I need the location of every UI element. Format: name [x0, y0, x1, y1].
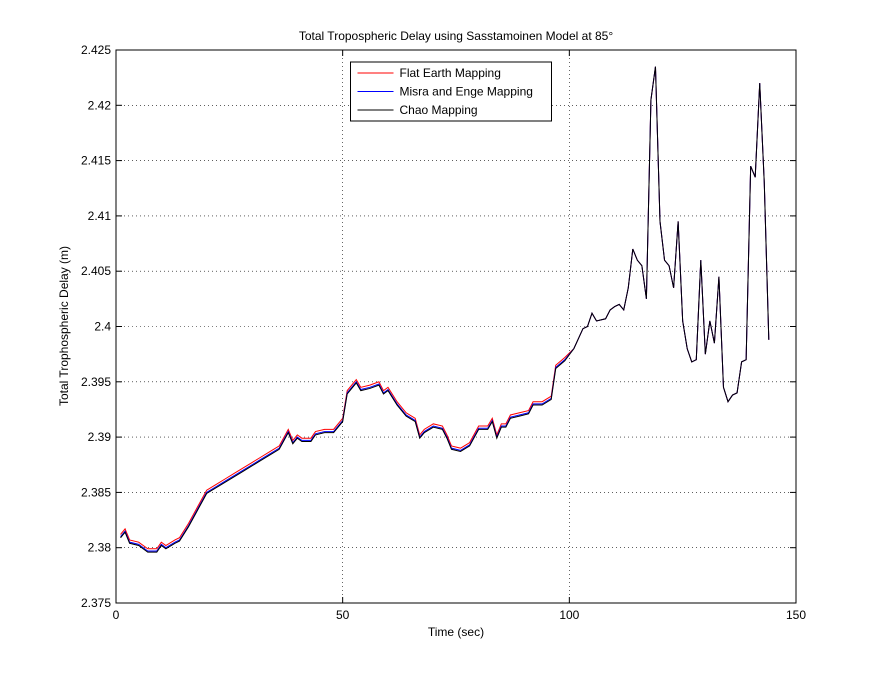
y-axis-label: Total Trophospheric Delay (m): [57, 246, 71, 406]
y-tick-label: 2.39: [88, 430, 112, 444]
axes-box: [115, 49, 797, 604]
x-tick-label: 50: [336, 608, 350, 622]
x-tick-label: 100: [559, 608, 579, 622]
legend-label: Misra and Enge Mapping: [400, 85, 533, 99]
x-tick-label: 0: [113, 608, 120, 622]
x-axis-label: Time (sec): [428, 625, 484, 639]
x-tick-label: 150: [786, 608, 806, 622]
y-tick-label: 2.38: [88, 541, 112, 555]
y-tick-label: 2.395: [81, 375, 111, 389]
chart-title: Total Tropospheric Delay using Sasstamoi…: [299, 29, 614, 43]
legend: Flat Earth Mapping Misra and Enge Mapping…: [350, 61, 552, 122]
legend-label: Chao Mapping: [400, 103, 478, 117]
y-tick-label: 2.385: [81, 485, 111, 499]
y-tick-label: 2.4: [94, 320, 111, 334]
series-line: [120, 66, 770, 553]
y-tick-label: 2.375: [81, 596, 111, 610]
y-tick-label: 2.42: [88, 98, 112, 112]
y-tick-label: 2.415: [81, 154, 111, 168]
y-tick-label: 2.41: [88, 209, 112, 223]
y-tick-label: 2.405: [81, 264, 111, 278]
legend-label: Flat Earth Mapping: [400, 66, 501, 80]
y-tick-label: 2.425: [81, 43, 111, 57]
